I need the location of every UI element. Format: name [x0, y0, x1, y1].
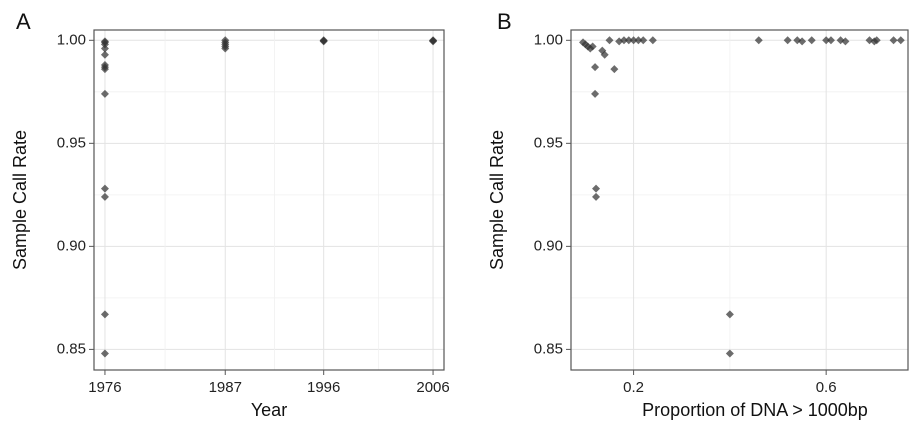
- panel-b-data-point: [754, 36, 763, 45]
- panel-a-data-point: [100, 310, 109, 319]
- panel-a-data-point: [100, 184, 109, 193]
- panel-b-data-point: [807, 36, 816, 45]
- panel-a-y-tick-label: 0.85: [57, 340, 86, 357]
- panel-b-y-tick-label: 1.00: [534, 31, 563, 48]
- panel-b-data-point: [725, 349, 734, 358]
- panel-b-y-tick-label: 0.90: [534, 237, 563, 254]
- panel-a-data-point: [100, 89, 109, 98]
- panel-b-data-point: [624, 36, 633, 45]
- panel-a-y-tick-label: 0.90: [57, 237, 86, 254]
- panel-b-data-point: [872, 36, 881, 45]
- panel-a-x-axis-title: Year: [251, 400, 287, 420]
- panel-b-y-tick-label: 0.85: [534, 340, 563, 357]
- panel-b-y-axis-title: Sample Call Rate: [487, 130, 507, 270]
- panel-a-plot-background: [94, 30, 444, 370]
- panel-b-data-point: [634, 36, 643, 45]
- panel-a-data-point: [100, 40, 109, 49]
- panel-b-data-point: [725, 310, 734, 319]
- panel-b-x-tick-label: 0.6: [816, 379, 837, 396]
- panel-a-y-axis-title: Sample Call Rate: [10, 130, 30, 270]
- panel-b-points: [579, 36, 905, 358]
- panel-a-data-point: [100, 50, 109, 59]
- panel-b-data-point: [783, 36, 792, 45]
- panel-a-data-point: [100, 192, 109, 201]
- panel-b-y-tick-labels: 0.85 0.90 0.95 1.00: [534, 31, 563, 357]
- panel-b-data-point: [798, 37, 807, 46]
- panel-a-x-tick-label: 1976: [88, 379, 121, 396]
- panel-a-data-point: [100, 65, 109, 74]
- panel-a-x-tick-label: 1987: [209, 379, 242, 396]
- panel-b-data-point: [592, 192, 601, 201]
- panel-a-x-tick-labels: 1976 1987 1996 2006: [88, 379, 450, 396]
- panel-b-data-point: [610, 65, 619, 74]
- panel-b-data-point: [619, 36, 628, 45]
- panel-b-x-tick-labels: 0.2 0.6: [623, 379, 836, 396]
- panel-a-letter: A: [16, 9, 31, 34]
- panel-b-data-point: [605, 36, 614, 45]
- panel-a-data-point: [319, 36, 328, 45]
- panel-b-data-point: [600, 50, 609, 59]
- panel-b-data-point: [841, 37, 850, 46]
- panel-a-grid: [89, 30, 444, 375]
- panel-b-data-point: [822, 36, 831, 45]
- panel-a-data-point: [100, 44, 109, 53]
- panel-b-plot-background: [571, 30, 908, 370]
- panel-b-data-point: [639, 36, 648, 45]
- panel-a-data-point: [221, 44, 230, 53]
- panel-b-letter: B: [497, 9, 512, 34]
- panel-b-data-point: [592, 184, 601, 193]
- panel-b-y-tick-label: 0.95: [534, 134, 563, 151]
- panel-b-data-point: [629, 36, 638, 45]
- panel-b-data-point: [889, 36, 898, 45]
- panel-b-data-point: [826, 36, 835, 45]
- panel-a-data-point: [429, 36, 438, 45]
- panel-b-data-point: [648, 36, 657, 45]
- panel-a-points: [100, 36, 438, 358]
- panel-a-y-tick-labels: 0.85 0.90 0.95 1.00: [57, 31, 86, 357]
- panel-b-data-point: [591, 63, 600, 72]
- panel-b-data-point: [588, 42, 597, 51]
- panel-a: A 0.85 0.90 0.95 1.00 1976 1987 1996 200…: [10, 9, 450, 420]
- panel-a-x-tick-label: 2006: [416, 379, 449, 396]
- panel-b-x-tick-label: 0.2: [623, 379, 644, 396]
- panel-b: B 0.85 0.90 0.95 1.00 0.2 0.6 Proportion…: [487, 9, 909, 420]
- panel-a-data-point: [100, 349, 109, 358]
- panel-b-x-axis-title: Proportion of DNA > 1000bp: [642, 400, 868, 420]
- panel-a-frame: [93, 29, 445, 371]
- panel-a-y-tick-label: 0.95: [57, 134, 86, 151]
- panel-b-data-point: [896, 36, 905, 45]
- panel-a-x-tick-label: 1996: [307, 379, 340, 396]
- panel-a-y-tick-label: 1.00: [57, 31, 86, 48]
- panel-b-frame: [570, 29, 909, 371]
- panel-b-data-point: [591, 89, 600, 98]
